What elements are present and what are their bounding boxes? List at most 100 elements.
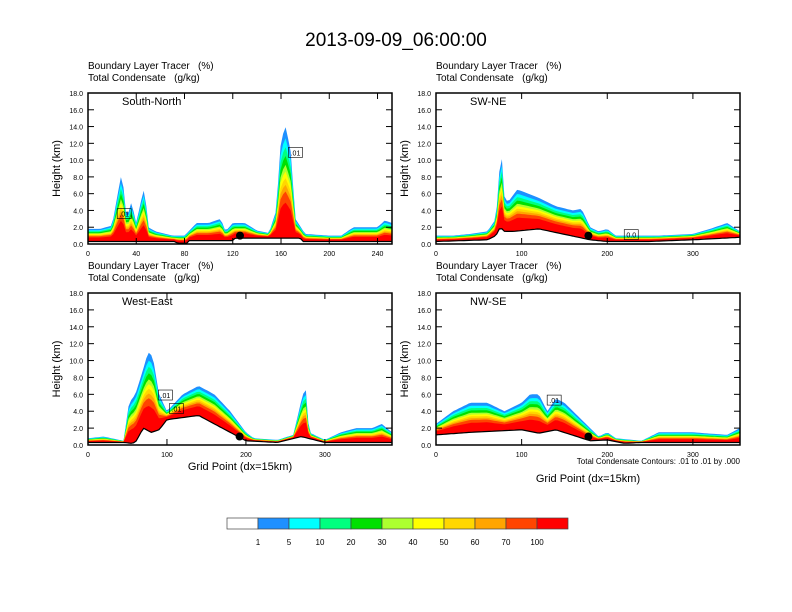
- panel-nw-se: .01 NW-SE 0.0 2.0 4.0 6.0 8.0 10.0 12.0 14.0 16.0 1…: [399, 291, 741, 485]
- y-tick-label: 14.0: [69, 325, 83, 332]
- colorbar-box: [536, 517, 569, 530]
- y-tick-label: 0.0: [73, 242, 83, 249]
- terrain-fill: [88, 238, 392, 244]
- x-axis-label: Grid Point (dx=15km): [536, 473, 640, 485]
- y-tick-label: 4.0: [421, 409, 431, 416]
- y-tick-label: 18.0: [69, 91, 83, 98]
- colorbar-box: [288, 517, 321, 530]
- location-marker: [235, 432, 244, 441]
- x-tick-label: 100: [516, 251, 528, 258]
- y-tick-label: 14.0: [69, 125, 83, 132]
- y-tick-label: 12.0: [69, 141, 83, 148]
- tracer-layer: [436, 407, 740, 444]
- colorbar-label: 50: [440, 538, 449, 547]
- panel-subtitle-line: Total Condensate (g/kg): [88, 273, 200, 284]
- x-tick-label: 40: [132, 251, 140, 258]
- y-tick-label: 16.0: [69, 108, 83, 115]
- y-tick-label: 2.0: [73, 426, 83, 433]
- contour-label-box: [158, 389, 173, 401]
- panel-subtitle-line: Total Condensate (g/kg): [88, 73, 200, 84]
- y-tick-label: 0.0: [73, 443, 83, 450]
- y-tick-label: 6.0: [421, 192, 431, 199]
- colorbar-box: [474, 517, 507, 530]
- y-tick-label: 14.0: [417, 325, 431, 332]
- x-tick-label: 300: [687, 452, 699, 459]
- y-tick-label: 8.0: [73, 175, 83, 182]
- y-axis-label: Height (km): [399, 341, 411, 398]
- contour-label-box: [169, 403, 184, 414]
- tracer-layer: [436, 401, 740, 444]
- plot-frame: [87, 292, 393, 446]
- x-tick-label: 200: [323, 251, 335, 258]
- y-tick-label: 16.0: [417, 108, 431, 115]
- y-tick-label: 10.0: [69, 359, 83, 366]
- panel-subtitle: Boundary Layer Tracer (%) Total Condensat…: [88, 61, 214, 85]
- colorbar-label: 10: [316, 538, 325, 547]
- panel-sw-ne: 0.0 SW-NE 0.0 2.0 4.0 6.0 8.0 10.0 12.0 14.0 16.0 1…: [399, 91, 741, 258]
- y-tick-label: 10.0: [69, 158, 83, 165]
- y-tick-label: 14.0: [417, 125, 431, 132]
- y-tick-label: 12.0: [69, 342, 83, 349]
- y-tick-label: 4.0: [73, 409, 83, 416]
- y-tick-label: 10.0: [417, 359, 431, 366]
- x-tick-label: 200: [240, 452, 252, 459]
- contour-label-box: [116, 208, 132, 219]
- colorbar-box: [257, 517, 290, 530]
- y-tick-label: 0.0: [421, 242, 431, 249]
- contour-label-box: [288, 147, 303, 158]
- x-tick-label: 100: [161, 452, 173, 459]
- y-tick-label: 2.0: [421, 426, 431, 433]
- contour-label: .01: [549, 398, 559, 405]
- tracer-layer: [436, 409, 740, 444]
- plot-frame: [435, 92, 741, 245]
- colorbar-label: 100: [530, 538, 544, 547]
- y-tick-label: 4.0: [73, 208, 83, 215]
- y-axis-label: Height (km): [51, 140, 63, 197]
- terrain-fill: [88, 415, 392, 445]
- y-tick-label: 8.0: [421, 175, 431, 182]
- x-tick-label: 300: [687, 251, 699, 258]
- colorbar-box: [412, 517, 445, 530]
- contour-label: .01: [161, 393, 171, 400]
- y-axis-label: Height (km): [51, 341, 63, 398]
- colorbar-label: 20: [347, 538, 356, 547]
- x-tick-label: 0: [86, 251, 90, 258]
- y-tick-label: 2.0: [73, 225, 83, 232]
- panel-subtitle: Boundary Layer Tracer (%) Total Condensat…: [88, 261, 214, 285]
- x-tick-label: 160: [275, 251, 287, 258]
- y-tick-label: 0.0: [421, 443, 431, 450]
- location-marker: [584, 231, 593, 240]
- colorbar-label: 5: [287, 538, 292, 547]
- panel-west-east: .01.01 West-East 0.0 2.0 4.0 6.0 8.0 10.0 12.0 14…: [51, 291, 393, 473]
- y-axis-label: Height (km): [399, 140, 411, 197]
- x-tick-label: 200: [601, 452, 613, 459]
- colorbar-box: [319, 517, 352, 530]
- panel-subtitle-line: Boundary Layer Tracer (%): [436, 61, 562, 72]
- colorbar-box: [381, 517, 414, 530]
- x-tick-label: 100: [516, 452, 528, 459]
- contour-label: 0.0: [626, 233, 636, 240]
- colorbar-label: 40: [409, 538, 418, 547]
- x-tick-label: 0: [86, 452, 90, 459]
- location-marker: [584, 432, 593, 441]
- contour-label-box: [623, 229, 639, 240]
- terrain-fill: [436, 228, 740, 244]
- contour-label-box: [546, 394, 562, 406]
- colorbar-label: 70: [502, 538, 511, 547]
- location-marker: [236, 231, 244, 240]
- y-tick-label: 12.0: [417, 342, 431, 349]
- panel-subtitle-line: Boundary Layer Tracer (%): [436, 261, 562, 272]
- colorbar-box: [350, 517, 383, 530]
- y-tick-label: 8.0: [73, 375, 83, 382]
- tracer-layer: [436, 419, 740, 444]
- tracer-layer: [436, 404, 740, 444]
- panel-south-north: .01 .01 South-North 0.0 2.0 4.0 6.0 8.0 10.0 12.0…: [51, 91, 393, 258]
- y-tick-label: 8.0: [421, 375, 431, 382]
- y-tick-label: 18.0: [417, 291, 431, 298]
- panel-subtitle: Boundary Layer Tracer (%) Total Condensat…: [436, 261, 562, 285]
- panel-name: West-East: [122, 296, 173, 308]
- colorbar-label: 30: [378, 538, 387, 547]
- y-tick-label: 10.0: [417, 158, 431, 165]
- panel-name: NW-SE: [470, 296, 506, 308]
- panel-subtitle: Boundary Layer Tracer (%) Total Condensat…: [436, 61, 562, 85]
